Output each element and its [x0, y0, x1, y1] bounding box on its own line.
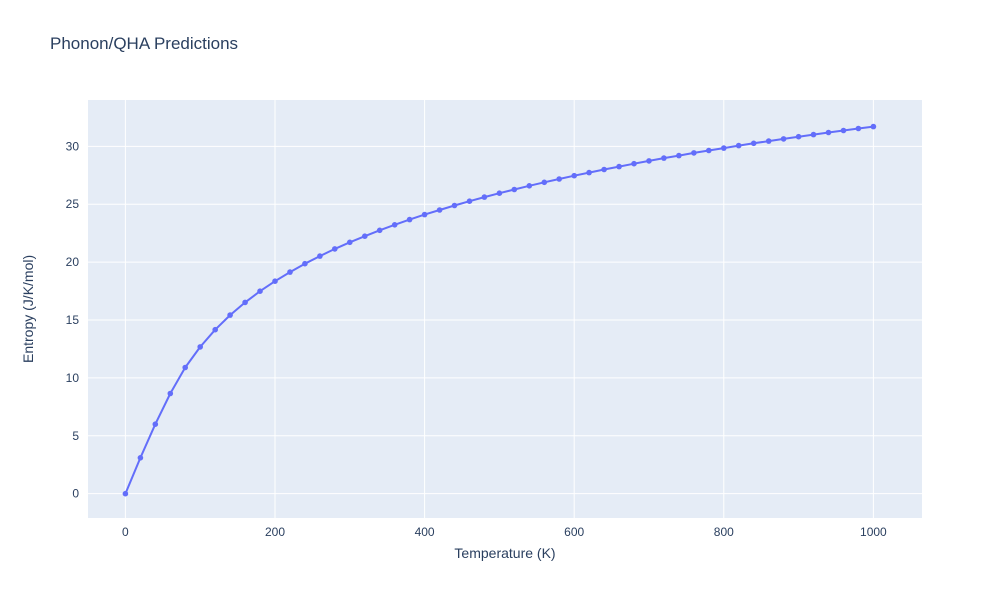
- data-point: [556, 176, 562, 182]
- data-point: [317, 253, 323, 259]
- data-point: [765, 138, 772, 144]
- data-point: [302, 260, 308, 267]
- y-tick-label: 10: [66, 371, 80, 385]
- data-point: [870, 123, 877, 130]
- x-tick-label: 400: [415, 525, 435, 539]
- data-point: [840, 127, 847, 134]
- plot-area[interactable]: [88, 100, 922, 518]
- data-point: [526, 183, 533, 189]
- data-point: [436, 207, 443, 213]
- x-tick-label: 0: [122, 525, 129, 539]
- x-tick-label: 800: [714, 525, 734, 539]
- data-point: [750, 140, 757, 147]
- data-point: [511, 186, 518, 193]
- data-point: [122, 490, 129, 497]
- chart-canvas[interactable]: 0 200 400 600 800 1000 0 5 10 15 20 25 30: [20, 80, 980, 580]
- data-point: [197, 344, 203, 350]
- x-tick-label: 600: [564, 525, 584, 539]
- data-point: [676, 152, 682, 159]
- data-point: [855, 125, 862, 132]
- data-point: [795, 133, 802, 140]
- data-point: [272, 278, 278, 284]
- data-point: [780, 136, 787, 142]
- data-point: [287, 269, 293, 275]
- data-point: [347, 239, 353, 246]
- data-point: [391, 222, 398, 228]
- data-point: [421, 211, 428, 218]
- y-tick-label: 25: [66, 197, 80, 211]
- y-tick-label: 20: [66, 255, 80, 269]
- y-tick-label: 0: [72, 487, 79, 501]
- data-point: [362, 233, 368, 239]
- data-point: [616, 163, 622, 170]
- x-tick-label: 200: [265, 525, 285, 539]
- data-point: [451, 202, 458, 209]
- data-point: [825, 129, 832, 136]
- y-tick-label: 15: [66, 313, 80, 327]
- data-point: [152, 421, 159, 428]
- data-point: [406, 216, 413, 223]
- data-point: [810, 131, 817, 138]
- data-point: [735, 142, 742, 149]
- data-point: [182, 364, 188, 371]
- data-point: [601, 166, 607, 173]
- y-tick-label: 5: [72, 429, 79, 443]
- data-point: [706, 147, 712, 154]
- data-point: [721, 145, 727, 151]
- y-axis-title: Entropy (J/K/mol): [20, 254, 36, 364]
- data-point: [242, 299, 248, 306]
- data-point: [212, 326, 218, 333]
- data-point: [646, 158, 652, 164]
- data-point: [376, 227, 383, 234]
- data-point: [691, 150, 697, 156]
- data-point: [631, 160, 637, 167]
- data-point: [541, 179, 548, 186]
- data-point: [332, 246, 338, 252]
- data-point: [571, 172, 577, 179]
- data-point: [257, 288, 263, 294]
- data-point: [661, 155, 667, 161]
- data-point: [167, 390, 174, 397]
- chart-title: Phonon/QHA Predictions: [50, 34, 239, 53]
- data-point: [496, 190, 503, 196]
- data-point: [137, 455, 144, 461]
- y-tick-label: 30: [66, 139, 80, 153]
- data-point: [481, 194, 488, 200]
- x-axis-title: Temperature (K): [454, 545, 556, 561]
- x-tick-label: 1000: [860, 525, 887, 539]
- data-point: [466, 198, 473, 204]
- data-point: [586, 169, 592, 176]
- data-point: [227, 312, 233, 318]
